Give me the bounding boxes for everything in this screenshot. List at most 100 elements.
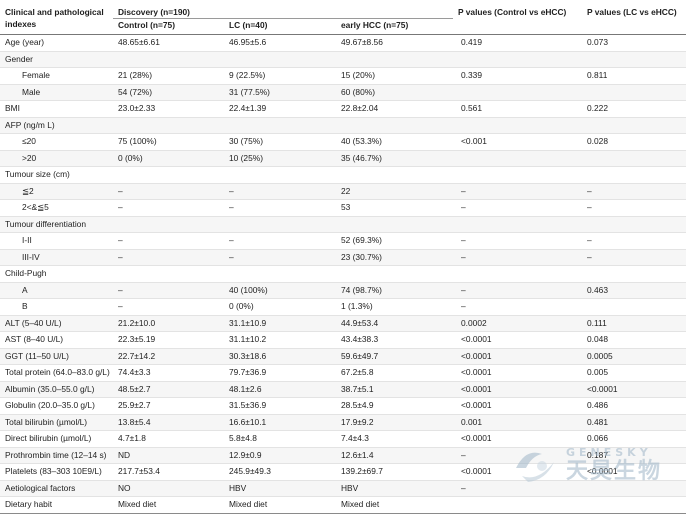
row-label: Direct bilirubin (µmol/L) <box>0 430 113 448</box>
control-value: 13.8±5.4 <box>113 414 224 431</box>
control-value: NO <box>113 480 224 497</box>
p-value-control-vs-ehcc: – <box>453 447 568 464</box>
control-value: 22.7±14.2 <box>113 348 224 365</box>
table-row: I-II – –52 (69.3%) – – <box>0 232 687 250</box>
table-row: Albumin (35.0–55.0 g/L) 48.5±2.7 48.1±2.6 3… <box>0 381 687 398</box>
p-value-control-vs-ehcc: 0.419 <box>453 34 568 52</box>
p-value-control-vs-ehcc: 0.339 <box>453 67 568 85</box>
row-label: Total bilirubin (µmol/L) <box>0 414 113 431</box>
control-value: 217.7±53.4 <box>113 463 224 481</box>
row-label: Male <box>0 84 113 101</box>
p-value-lc-vs-ehcc: 0.005 <box>567 364 687 382</box>
p-value-control-vs-ehcc <box>453 51 568 68</box>
lc-value: 9 (22.5%) <box>224 67 336 85</box>
lc-value <box>224 117 336 134</box>
control-value <box>113 51 224 68</box>
table-row: Tumour differentiation <box>0 216 687 233</box>
table-row: BMI 23.0±2.33 22.4±1.39 22.8±2.04 0.561 0.222 <box>0 100 687 118</box>
early-hcc-value: 38.7±5.1 <box>336 381 454 398</box>
table-row: Female 21 (28%) 9 (22.5%) 15 (20%) 0.339 0.81… <box>0 67 687 85</box>
early-hcc-value: 15 (20%) <box>336 67 454 85</box>
early-hcc-value: 28.5±4.9 <box>336 397 454 415</box>
control-value: – <box>113 298 224 316</box>
lc-value: – <box>224 249 336 266</box>
early-hcc-value: 22.8±2.04 <box>336 100 454 118</box>
lc-value: 12.9±0.9 <box>224 447 336 464</box>
p-value-lc-vs-ehcc: 0.187 <box>567 447 687 464</box>
row-label: AST (8–40 U/L) <box>0 331 113 349</box>
early-hcc-value: 44.9±53.4 <box>336 315 454 332</box>
early-hcc-value: 53 <box>336 199 454 217</box>
p-value-control-vs-ehcc: – <box>453 183 568 200</box>
table-row: III-IV – –23 (30.7%) – – <box>0 249 687 266</box>
early-hcc-value: 1 (1.3%) <box>336 298 454 316</box>
p-value-control-vs-ehcc: – <box>453 298 568 316</box>
p-value-control-vs-ehcc: <0.0001 <box>453 348 568 365</box>
p-value-lc-vs-ehcc: 0.028 <box>567 133 687 151</box>
table-row: ≦2– –22– – <box>0 183 687 200</box>
table-row: Globulin (20.0–35.0 g/L) 25.9±2.7 31.5±36.… <box>0 397 687 415</box>
p-value-control-vs-ehcc: 0.001 <box>453 414 568 431</box>
early-hcc-value: 67.2±5.8 <box>336 364 454 382</box>
row-label: Female <box>0 67 113 85</box>
early-hcc-value: 59.6±49.7 <box>336 348 454 365</box>
lc-value: 16.6±10.1 <box>224 414 336 431</box>
lc-value: 22.4±1.39 <box>224 100 336 118</box>
control-value: – <box>113 249 224 266</box>
p-value-control-vs-ehcc: – <box>453 199 568 217</box>
p-value-control-vs-ehcc <box>453 496 568 514</box>
header-control: Control (n=75) <box>113 18 224 35</box>
table-body: Age (year) 48.65±6.61 46.95±5.6 49.67±8.56 0… <box>0 34 687 514</box>
lc-value: Mixed diet <box>224 496 336 514</box>
early-hcc-value: 74 (98.7%) <box>336 282 454 299</box>
p-value-lc-vs-ehcc <box>567 480 687 497</box>
control-value: 23.0±2.33 <box>113 100 224 118</box>
p-value-lc-vs-ehcc: 0.811 <box>567 67 687 85</box>
row-label: Total protein (64.0–83.0 g/L) <box>0 364 113 382</box>
p-value-lc-vs-ehcc: 0.463 <box>567 282 687 299</box>
table-row: Gender <box>0 51 687 68</box>
table-row: AFP (ng/m L) <box>0 117 687 134</box>
p-value-lc-vs-ehcc <box>567 166 687 184</box>
table-row: GGT (11–50 U/L) 22.7±14.2 30.3±18.6 59.6±49… <box>0 348 687 365</box>
early-hcc-value: 7.4±4.3 <box>336 430 454 448</box>
control-value: 74.4±3.3 <box>113 364 224 382</box>
p-value-lc-vs-ehcc: 0.073 <box>567 34 687 52</box>
row-label: >20 <box>0 150 113 167</box>
lc-value <box>224 166 336 184</box>
lc-value: 31 (77.5%) <box>224 84 336 101</box>
table-row: Aetiological factors NO HBV HBV – <box>0 480 687 497</box>
p-value-lc-vs-ehcc: 0.048 <box>567 331 687 349</box>
control-value: ND <box>113 447 224 464</box>
table-row: Direct bilirubin (µmol/L) 4.7±1.8 5.8±4.8 7… <box>0 430 687 448</box>
row-label: ≦2 <box>0 183 113 200</box>
p-value-control-vs-ehcc <box>453 166 568 184</box>
control-value: 75 (100%) <box>113 133 224 151</box>
control-value: 25.9±2.7 <box>113 397 224 415</box>
header-clinical-indexes: Clinical and pathological indexes <box>0 3 113 35</box>
lc-value: 31.1±10.2 <box>224 331 336 349</box>
row-label: B <box>0 298 113 316</box>
row-label: Tumour size (cm) <box>0 166 113 184</box>
p-value-lc-vs-ehcc <box>567 298 687 316</box>
row-label: ALT (5–40 U/L) <box>0 315 113 332</box>
row-label: Tumour differentiation <box>0 216 113 233</box>
control-value <box>113 216 224 233</box>
lc-value <box>224 265 336 283</box>
table-row: Male 54 (72%) 31 (77.5%) 60 (80%) <box>0 84 687 101</box>
p-value-lc-vs-ehcc: 0.222 <box>567 100 687 118</box>
p-value-lc-vs-ehcc: – <box>567 232 687 250</box>
row-label: ≤20 <box>0 133 113 151</box>
early-hcc-value: 23 (30.7%) <box>336 249 454 266</box>
control-value: – <box>113 282 224 299</box>
lc-value: – <box>224 199 336 217</box>
lc-value: 79.7±36.9 <box>224 364 336 382</box>
p-value-control-vs-ehcc <box>453 117 568 134</box>
control-value: – <box>113 232 224 250</box>
row-label: AFP (ng/m L) <box>0 117 113 134</box>
early-hcc-value <box>336 265 454 283</box>
row-label: Aetiological factors <box>0 480 113 497</box>
table-row: A –40 (100%) 74 (98.7%) –0.463 <box>0 282 687 299</box>
row-label: I-II <box>0 232 113 250</box>
control-value: 48.65±6.61 <box>113 34 224 52</box>
